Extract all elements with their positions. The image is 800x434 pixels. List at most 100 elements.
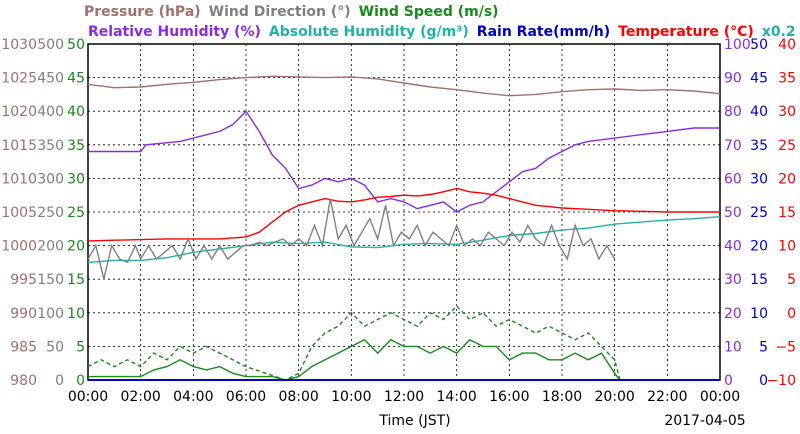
series-wind-direction — [87, 198, 616, 280]
wind-speed-tick: 30 — [67, 171, 85, 187]
wind-direction-tick: 300 — [37, 171, 64, 187]
legend-row-1: Pressure (hPa) Wind Direction (°) Wind Spe… — [84, 4, 499, 20]
x-axis: 00:00 02:00 04:00 06:00 08:00 10:00 12:00 14:00… — [68, 389, 746, 429]
chart-date: 2017-04-05 — [664, 413, 745, 429]
x-tick-label: 12:00 — [384, 389, 424, 405]
series-wind-speed — [88, 338, 621, 381]
series-temperature — [87, 187, 720, 242]
wind-speed-tick: 20 — [67, 239, 85, 255]
wind-speed-tick: 5 — [76, 339, 85, 355]
relative-humidity-tick: 100 — [724, 37, 751, 53]
legend-entry: Wind Speed (m/s) — [359, 4, 499, 20]
series-wind-speed-gust — [87, 305, 621, 381]
wind-direction-tick: 350 — [37, 138, 64, 154]
rain-rate-tick: 35 — [750, 138, 768, 154]
pressure-tick: 1000 — [1, 239, 37, 255]
wind-direction-tick: 150 — [37, 272, 64, 288]
x-tick-label: 00:00 — [68, 389, 108, 405]
wind-direction-tick: 250 — [37, 205, 64, 221]
wind-direction-tick: 0 — [55, 373, 64, 389]
pressure-tick: 980 — [10, 373, 37, 389]
pressure-tick: 990 — [10, 306, 37, 322]
x-tick-label: 16:00 — [489, 389, 529, 405]
pressure-tick: 1025 — [1, 71, 37, 87]
rain-rate-tick: 50 — [750, 37, 768, 53]
wind-direction-tick: 100 — [37, 306, 64, 322]
wind-direction-tick: 200 — [37, 239, 64, 255]
x-tick-label: 18:00 — [542, 389, 582, 405]
relative-humidity-tick: 70 — [724, 138, 742, 154]
pressure-tick: 1010 — [1, 171, 37, 187]
wind-direction-tick: 50 — [46, 339, 64, 355]
rain-rate-tick: 0 — [759, 373, 768, 389]
wind-direction-tick: 500 — [37, 37, 64, 53]
rain-rate-tick: 25 — [750, 205, 768, 221]
x-tick-label: 14:00 — [436, 389, 476, 405]
rain-rate-tick: 40 — [750, 104, 768, 120]
relative-humidity-tick: 30 — [724, 272, 742, 288]
legend-entry: Pressure (hPa) — [84, 4, 201, 20]
pressure-tick: 1015 — [1, 138, 37, 154]
rain-rate-tick: 20 — [750, 239, 768, 255]
wind-speed-tick: 25 — [67, 205, 85, 221]
series-pressure — [87, 75, 721, 97]
pressure-tick: 995 — [10, 272, 37, 288]
wind-speed-tick: 35 — [67, 138, 85, 154]
x-tick-label: 22:00 — [647, 389, 687, 405]
temperature-tick: 5 — [787, 272, 796, 288]
relative-humidity-tick: 60 — [724, 171, 742, 187]
rain-rate-tick: 30 — [750, 171, 768, 187]
temperature-tick: 20 — [778, 171, 796, 187]
wind-direction-tick: 400 — [37, 104, 64, 120]
legend-entry: Temperature (°C) — [618, 24, 754, 40]
pressure-tick: 1030 — [1, 37, 37, 53]
temperature-tick: −10 — [766, 373, 796, 389]
wind-speed-tick: 15 — [67, 272, 85, 288]
temperature-tick: 40 — [778, 37, 796, 53]
rain-rate-tick: 45 — [750, 71, 768, 87]
temperature-tick: 25 — [778, 138, 796, 154]
series-group — [87, 75, 721, 381]
rain-rate-tick: 5 — [759, 339, 768, 355]
temperature-tick: −5 — [775, 339, 796, 355]
rain-rate-tick: 15 — [750, 272, 768, 288]
legend-entry: x0.2 — [762, 24, 796, 40]
relative-humidity-tick: 50 — [724, 205, 742, 221]
x-tick-label: 10:00 — [331, 389, 371, 405]
x-tick-label: 20:00 — [594, 389, 634, 405]
relative-humidity-tick: 90 — [724, 71, 742, 87]
rain-rate-tick: 10 — [750, 306, 768, 322]
wind-speed-tick: 10 — [67, 306, 85, 322]
legend-entry: Wind Direction (°) — [209, 4, 351, 20]
x-tick-label: 04:00 — [173, 389, 213, 405]
temperature-tick: 35 — [778, 71, 796, 87]
x-tick-label: 06:00 — [226, 389, 266, 405]
wind-speed-tick: 50 — [67, 37, 85, 53]
pressure-tick: 1005 — [1, 205, 37, 221]
legend-entry: Rain Rate(mm/h) — [477, 24, 610, 40]
relative-humidity-tick: 20 — [724, 306, 742, 322]
legend-entry: Absolute Humidity (g/m³) — [269, 24, 469, 40]
pressure-axis: 1030 1025 1020 1015 1010 1005 1000 995 990 985 980 — [1, 37, 37, 389]
x-axis-title: Time (JST) — [378, 413, 450, 429]
series-relative-humidity — [88, 110, 720, 213]
x-tick-label: 08:00 — [278, 389, 318, 405]
relative-humidity-tick: 80 — [724, 104, 742, 120]
temperature-tick: 10 — [778, 239, 796, 255]
wind-speed-tick: 45 — [67, 71, 85, 87]
x-tick-label: 00:00 — [700, 389, 740, 405]
temperature-tick: 0 — [787, 306, 796, 322]
legend-entry: Relative Humidity (%) — [88, 24, 261, 40]
relative-humidity-tick: 40 — [724, 239, 742, 255]
wind-speed-tick: 40 — [67, 104, 85, 120]
wind-speed-tick: 0 — [76, 373, 85, 389]
pressure-tick: 985 — [10, 339, 37, 355]
relative-humidity-tick: 10 — [724, 339, 742, 355]
temperature-tick: 30 — [778, 104, 796, 120]
